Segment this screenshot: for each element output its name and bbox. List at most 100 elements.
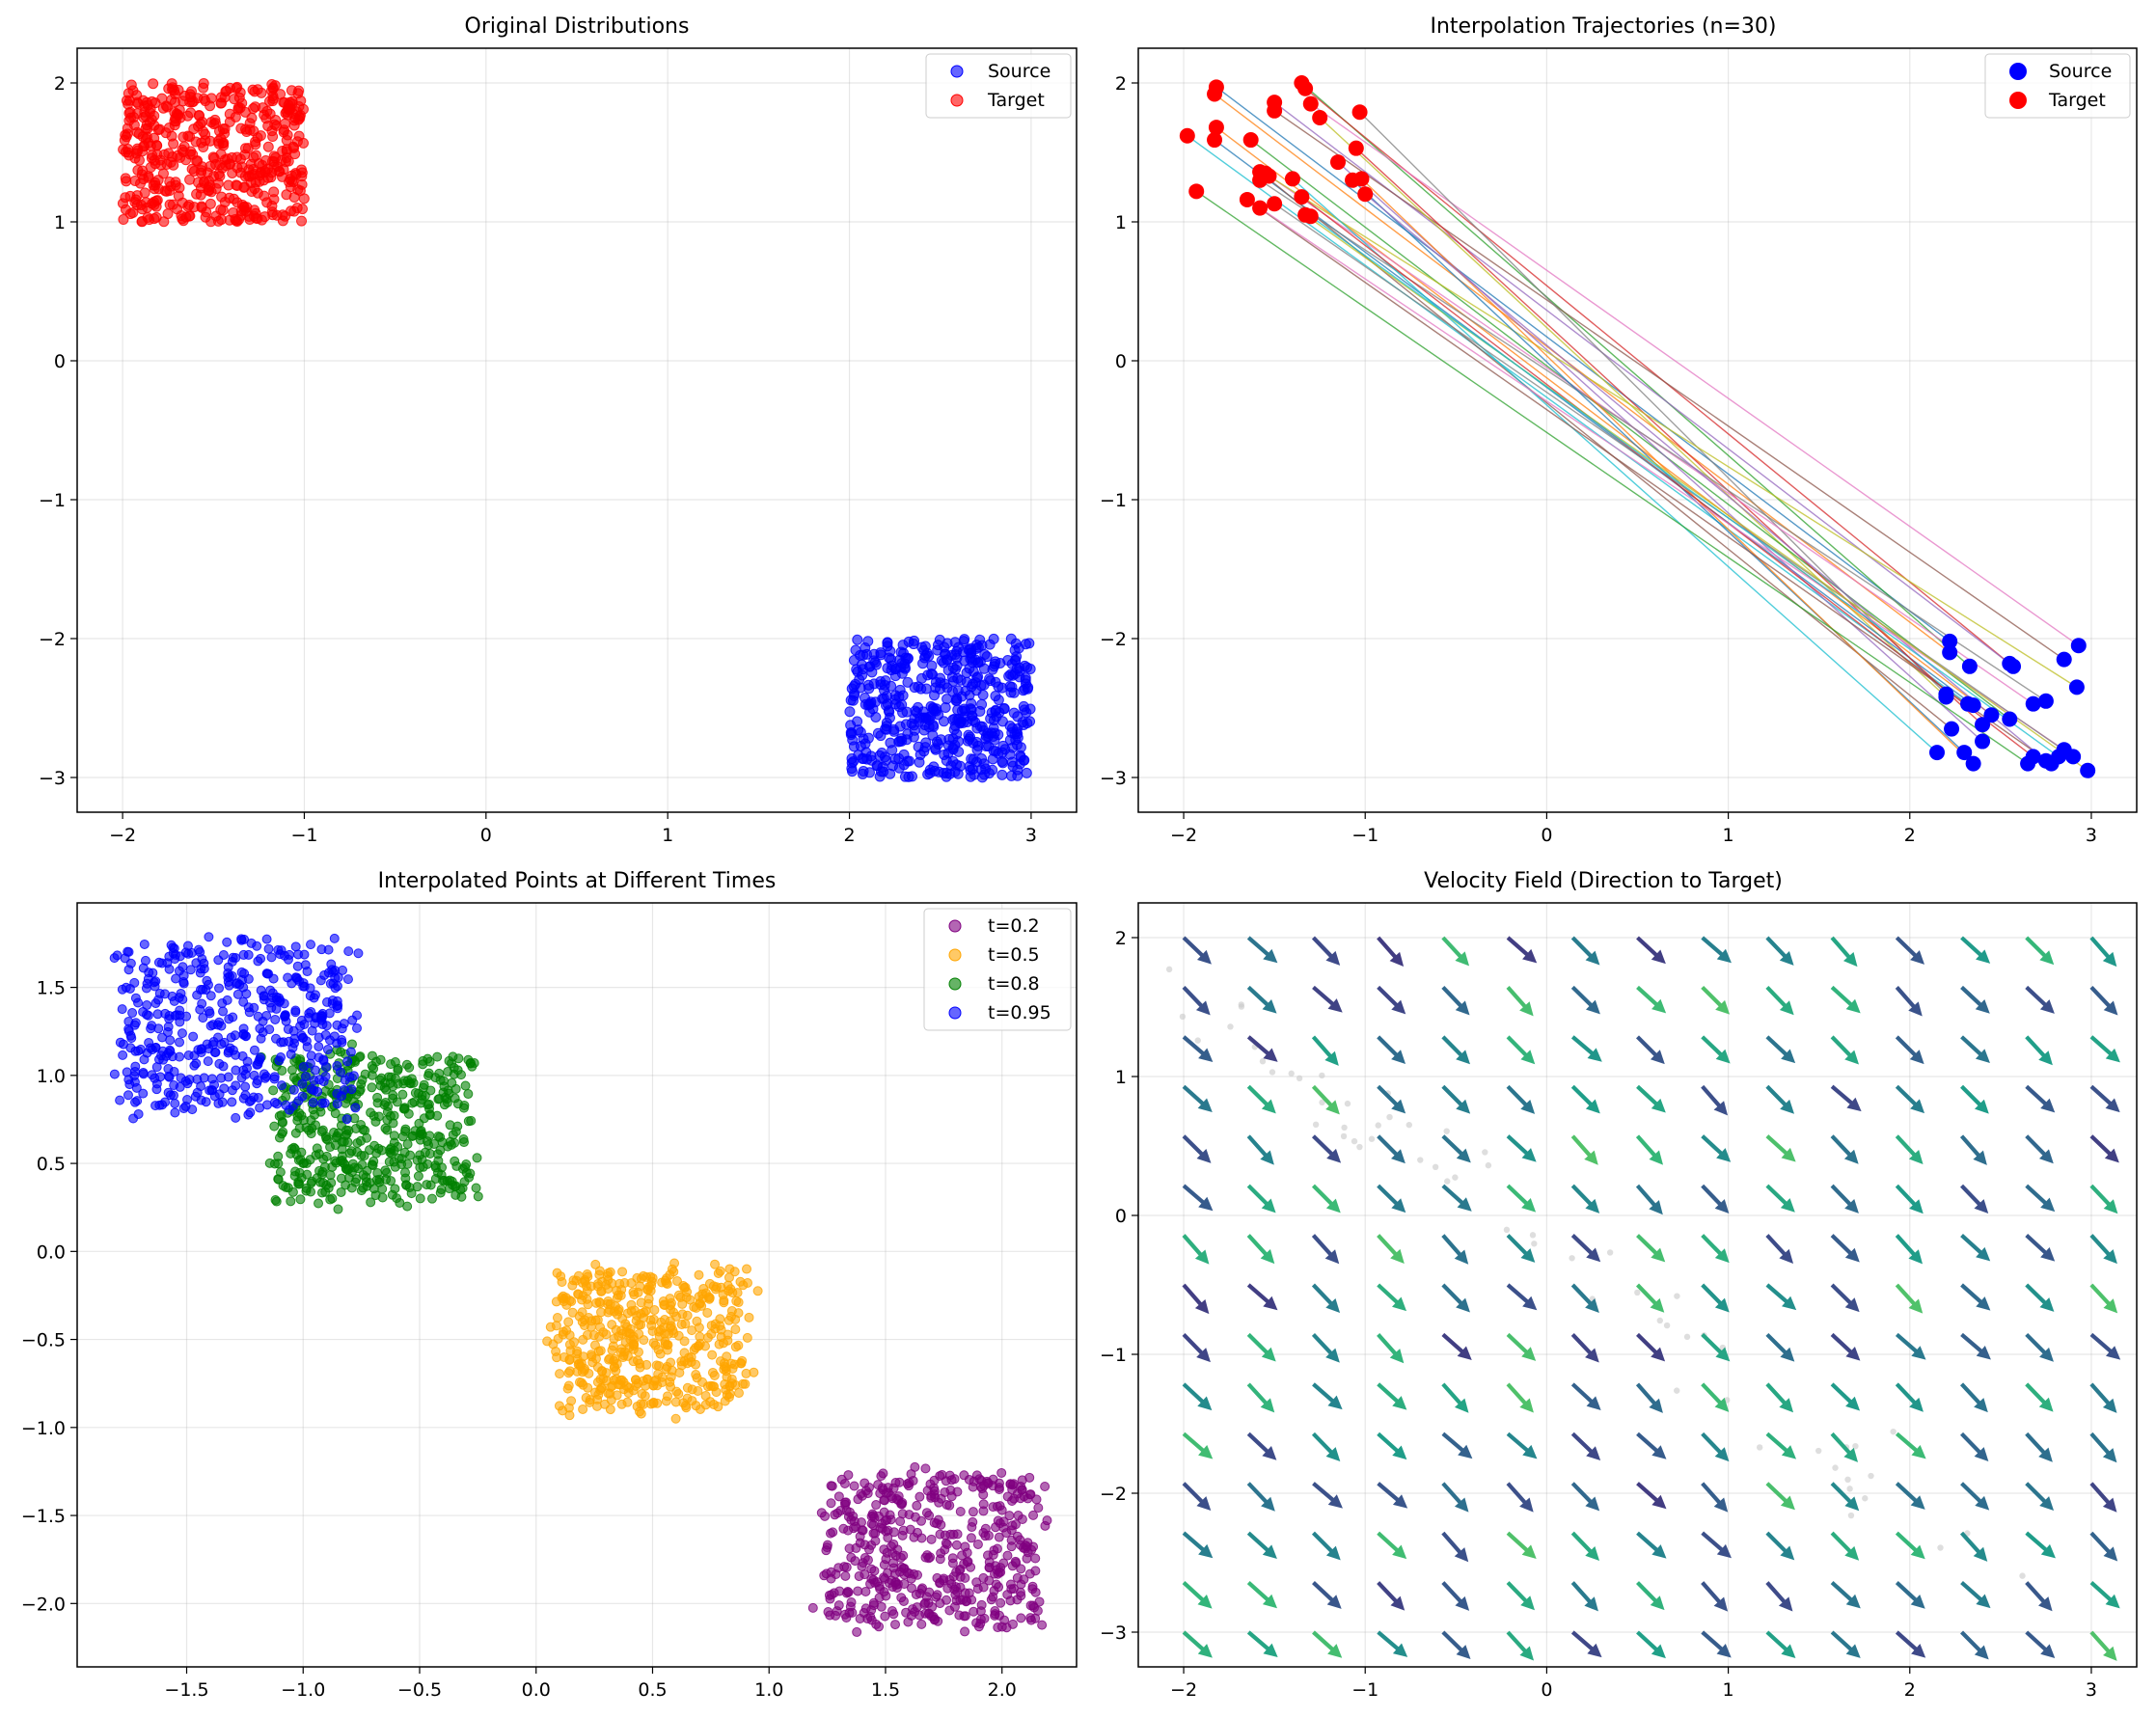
scatter-point — [151, 1062, 162, 1073]
scatter-point — [666, 1321, 676, 1331]
scatter-point — [572, 1366, 583, 1377]
scatter-point — [314, 1032, 324, 1043]
scatter-point — [849, 1481, 860, 1491]
scatter-point — [280, 210, 291, 222]
source-marker — [2025, 695, 2041, 712]
scatter-point — [438, 1087, 449, 1098]
background-point — [1296, 1075, 1303, 1082]
scatter-point — [205, 1021, 216, 1031]
scatter-point — [996, 1597, 1006, 1608]
scatter-point — [687, 1396, 697, 1406]
y-tick-label: 0.0 — [37, 1241, 66, 1263]
scatter-point — [989, 1586, 999, 1596]
scatter-point — [415, 1162, 425, 1173]
scatter-point — [898, 1595, 909, 1606]
scatter-point — [329, 933, 340, 943]
trajectory-line — [1269, 175, 2078, 688]
target-marker — [1207, 86, 1223, 102]
scatter-point — [586, 1350, 596, 1360]
scatter-point — [639, 1312, 649, 1323]
scatter-point — [1022, 718, 1033, 729]
scatter-point — [456, 1191, 467, 1202]
scatter-point — [318, 1054, 329, 1065]
scatter-point — [918, 746, 930, 757]
background-point — [1683, 1333, 1691, 1341]
scatter-point — [592, 1315, 603, 1325]
scatter-point — [142, 1000, 152, 1011]
scatter-point — [858, 649, 869, 661]
panel-interpolated-points: Interpolated Points at Different Times −… — [21, 869, 1078, 1701]
scatter-point — [164, 1014, 175, 1024]
scatter-point — [844, 1543, 855, 1554]
scatter-point — [723, 1272, 734, 1283]
scatter-point — [901, 1607, 912, 1618]
scatter-point — [175, 1051, 185, 1062]
scatter-point — [162, 958, 173, 968]
scatter-point — [332, 1088, 342, 1099]
scatter-point — [112, 950, 123, 961]
background-point — [1482, 1149, 1488, 1156]
scatter-point — [460, 1080, 471, 1091]
scatter-point — [195, 947, 205, 958]
scatter-point — [361, 1172, 371, 1183]
scatter-point — [244, 118, 256, 129]
scatter-point — [195, 182, 206, 194]
scatter-point — [458, 1133, 469, 1144]
scatter-point — [887, 1605, 897, 1616]
background-point — [1485, 1161, 1492, 1169]
scatter-point — [966, 1533, 976, 1543]
scatter-point — [933, 1616, 943, 1626]
scatter-point — [309, 1076, 319, 1086]
scatter-point — [268, 150, 280, 162]
scatter-point — [352, 1023, 363, 1033]
scatter-point — [1010, 1556, 1021, 1567]
background-point — [1868, 1472, 1874, 1480]
scatter-point — [214, 983, 225, 994]
trajectory-line — [1300, 82, 1971, 668]
scatter-point — [660, 1339, 670, 1350]
source-marker — [2051, 749, 2067, 765]
scatter-point — [426, 1193, 437, 1204]
scatter-point — [733, 1388, 744, 1399]
scatter-point — [1024, 1489, 1035, 1500]
y-tick-label: 2 — [1115, 928, 1127, 949]
scatter-point — [807, 1602, 818, 1613]
scatter-point — [255, 1052, 265, 1063]
legend-marker-t05 — [948, 948, 962, 962]
scatter-point — [316, 944, 327, 955]
scatter-point — [267, 95, 279, 107]
scatter-point — [939, 678, 950, 690]
scatter-point — [408, 1077, 419, 1088]
scatter-point — [264, 1024, 275, 1035]
scatter-point — [452, 1121, 463, 1132]
scatter-point — [692, 1316, 702, 1326]
scatter-point — [218, 1006, 229, 1017]
scatter-point — [294, 185, 306, 197]
y-tick-label: −1 — [1100, 1345, 1127, 1366]
scatter-point — [261, 1010, 272, 1021]
scatter-point — [256, 985, 266, 995]
scatter-point — [385, 1110, 396, 1121]
scatter-point — [448, 1130, 458, 1140]
scatter-point — [911, 1590, 921, 1600]
scatter-point — [640, 1391, 650, 1402]
scatter-point — [978, 1499, 989, 1510]
scatter-point — [157, 1100, 168, 1110]
scatter-point — [326, 1178, 337, 1188]
scatter-point — [993, 1623, 1003, 1633]
background-point — [1832, 1464, 1839, 1471]
scatter-point — [666, 1357, 676, 1368]
background-point — [1844, 1476, 1851, 1484]
scatter-point — [230, 214, 241, 226]
trajectory-line — [1214, 93, 1951, 653]
background-point — [1179, 1013, 1187, 1021]
scatter-point — [432, 1149, 443, 1159]
scatter-point — [443, 1141, 453, 1152]
scatter-point — [451, 1160, 462, 1171]
scatter-point — [182, 201, 194, 212]
scatter-point — [971, 1577, 982, 1588]
legend: t=0.2 t=0.5 t=0.8 t=0.95 — [923, 908, 1072, 1031]
target-marker — [1302, 95, 1319, 112]
scatter-point — [395, 1197, 405, 1208]
scatter-point — [274, 1055, 285, 1066]
